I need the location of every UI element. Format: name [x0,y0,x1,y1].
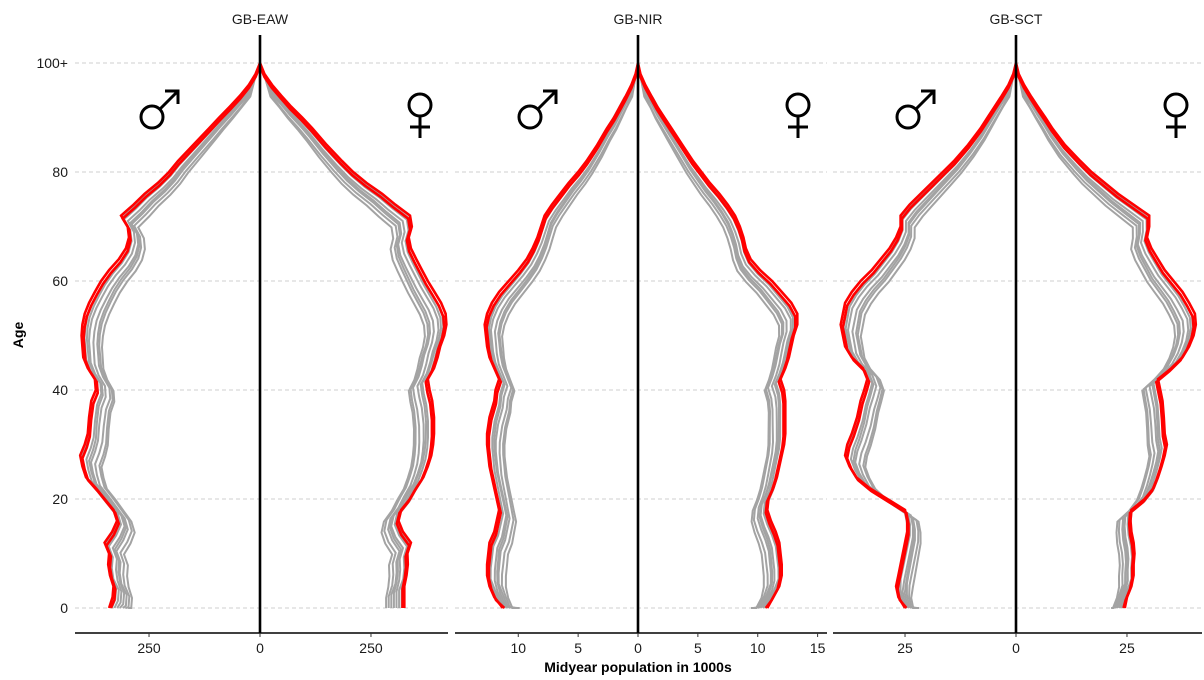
y-tick-label: 80 [52,164,68,180]
series-layer [78,62,1198,609]
male-symbol-icon [517,89,558,130]
male-series-highlight [81,65,262,609]
male-series-other-year [859,62,1017,609]
female-series-other-year [1015,62,1185,609]
female-series-highlight [258,62,448,608]
facet-title: GB-EAW [232,11,289,27]
male-series-other-year [842,62,1017,609]
female-series-highlight [636,62,799,609]
x-tick-label: 0 [634,640,642,656]
female-series-other-year [259,62,445,608]
y-tick-label: 0 [60,600,68,616]
y-axis-title: Age [10,322,26,349]
male-series-other-year [844,62,1017,609]
x-tick-label: 15 [810,640,826,656]
male-symbol-icon [895,89,936,130]
female-series-other-year [1015,62,1190,609]
male-series-highlight [841,65,1018,609]
female-symbol-icon [407,92,433,138]
female-series-highlight [1014,62,1198,609]
facet-title: GB-SCT [990,11,1043,27]
female-series-highlight [636,65,797,609]
y-tick-label: 100+ [36,55,68,71]
female-series-highlight [1014,65,1195,609]
x-tick-label: 10 [510,640,526,656]
x-tick-label: 10 [750,640,766,656]
male-series-highlight [78,62,262,609]
male-series-other-year [94,62,261,609]
x-tick-label: 0 [256,640,264,656]
male-series-other-year [846,62,1017,609]
male-series-other-year [851,62,1017,609]
x-tick-label: 5 [694,640,702,656]
axes-layer [75,35,1202,637]
male-series-other-year [80,62,261,609]
male-series-other-year [85,62,261,609]
x-tick-label: 5 [574,640,582,656]
x-tick-label: 25 [1119,640,1135,656]
male-series-other-year [855,62,1017,609]
x-axis-title: Midyear population in 1000s [544,659,732,675]
male-series-other-year [100,62,261,609]
male-series-other-year [501,62,639,609]
female-series-other-year [637,62,784,609]
female-series-other-year [637,62,781,609]
male-series-highlight [483,62,640,609]
male-series-other-year [497,62,639,609]
y-tick-label: 40 [52,382,68,398]
female-series-highlight [258,65,446,608]
x-tick-label: 250 [359,640,383,656]
male-series-other-year [493,62,639,609]
male-series-other-year [486,62,639,609]
x-tick-label: 0 [1012,640,1020,656]
female-series-other-year [259,62,435,608]
text-layer: Age Midyear population in 1000s 0 20 40 60 8… [10,11,1135,675]
female-series-other-year [259,62,440,608]
female-series-other-year [259,62,443,608]
female-series-other-year [259,62,430,608]
male-series-other-year [498,62,639,609]
female-symbol-icon [1163,92,1189,138]
x-tick-label: 25 [897,640,913,656]
y-tick-label: 20 [52,491,68,507]
male-series-highlight [839,62,1018,609]
female-series-other-year [259,62,426,608]
male-series-highlight [485,65,640,609]
female-series-other-year [1015,62,1192,609]
female-series-other-year [1015,62,1194,609]
x-tick-label: 250 [137,640,161,656]
facet-title: GB-NIR [614,11,663,27]
male-series-other-year [98,62,261,609]
female-series-other-year [1015,62,1181,609]
y-tick-label: 60 [52,273,68,289]
male-symbol-icon [139,89,180,130]
male-series-other-year [856,62,1017,609]
female-series-other-year [1015,62,1177,609]
female-symbol-icon [785,92,811,138]
female-series-other-year [1015,62,1180,609]
female-series-other-year [259,62,432,608]
male-series-other-year [89,62,261,609]
